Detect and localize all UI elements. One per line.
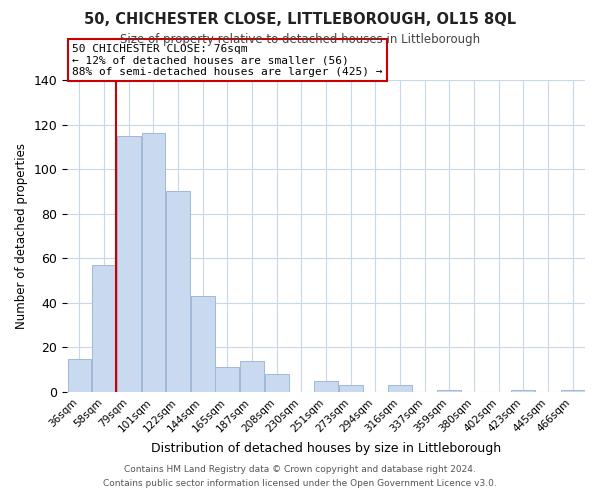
Bar	[388, 386, 412, 392]
Y-axis label: Number of detached properties: Number of detached properties	[15, 143, 28, 329]
Bar	[561, 390, 584, 392]
Bar	[240, 361, 264, 392]
Text: Size of property relative to detached houses in Littleborough: Size of property relative to detached ho…	[120, 32, 480, 46]
Text: 50 CHICHESTER CLOSE: 76sqm
← 12% of detached houses are smaller (56)
88% of semi: 50 CHICHESTER CLOSE: 76sqm ← 12% of deta…	[73, 44, 383, 77]
Bar	[68, 358, 91, 392]
Bar	[142, 134, 166, 392]
X-axis label: Distribution of detached houses by size in Littleborough: Distribution of detached houses by size …	[151, 442, 501, 455]
Text: 50, CHICHESTER CLOSE, LITTLEBOROUGH, OL15 8QL: 50, CHICHESTER CLOSE, LITTLEBOROUGH, OL1…	[84, 12, 516, 28]
Bar	[437, 390, 461, 392]
Bar	[92, 265, 116, 392]
Bar	[166, 192, 190, 392]
Bar	[265, 374, 289, 392]
Bar	[191, 296, 215, 392]
Bar	[314, 381, 338, 392]
Bar	[511, 390, 535, 392]
Bar	[117, 136, 141, 392]
Bar	[339, 386, 362, 392]
Text: Contains HM Land Registry data © Crown copyright and database right 2024.
Contai: Contains HM Land Registry data © Crown c…	[103, 466, 497, 487]
Bar	[215, 368, 239, 392]
